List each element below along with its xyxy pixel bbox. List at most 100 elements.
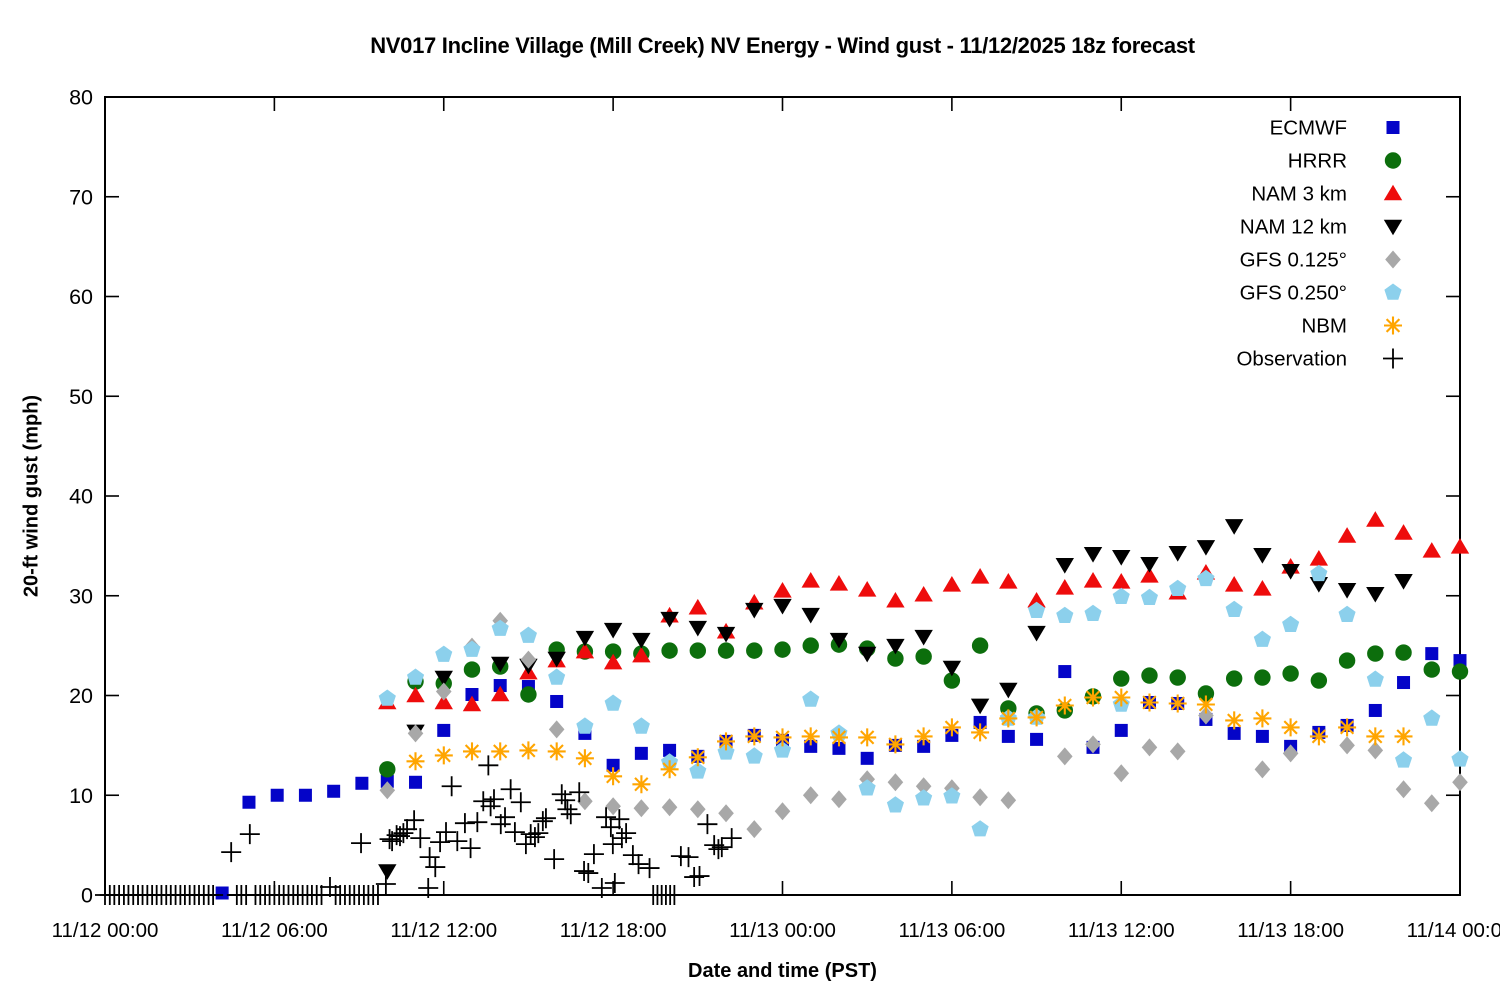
- data-point: [943, 787, 961, 804]
- data-point: [1056, 747, 1073, 766]
- data-point: [242, 795, 256, 809]
- data-point: [1423, 794, 1440, 813]
- nam-3-km-marker-icon: [1383, 184, 1403, 201]
- data-point: [591, 878, 612, 899]
- x-tick-label: 11/12 18:00: [560, 919, 667, 942]
- x-tick-label: 11/13 12:00: [1068, 919, 1175, 942]
- data-point: [404, 810, 425, 831]
- legend-item-nam-12-km: NAM 12 km: [1240, 216, 1403, 239]
- data-point: [215, 886, 229, 900]
- data-point: [578, 863, 599, 884]
- data-point: [407, 668, 425, 685]
- data-point: [773, 728, 792, 747]
- data-point: [1253, 630, 1271, 647]
- data-point: [1140, 557, 1159, 573]
- data-point: [887, 773, 904, 792]
- data-point: [1141, 667, 1158, 684]
- data-point: [569, 782, 590, 803]
- x-tick-label: 11/13 18:00: [1237, 919, 1344, 942]
- data-point: [1225, 670, 1243, 687]
- data-point: [973, 715, 987, 729]
- data-point: [689, 762, 707, 779]
- data-point: [632, 632, 651, 649]
- data-point: [379, 781, 396, 800]
- data-point: [510, 792, 531, 813]
- data-point: [1394, 573, 1413, 590]
- data-point: [604, 873, 625, 894]
- data-point: [410, 828, 431, 849]
- gfs-0-125-marker-icon: [1385, 250, 1401, 269]
- data-point: [1227, 726, 1241, 740]
- data-point: [746, 642, 763, 659]
- data-point: [697, 814, 718, 835]
- data-point: [804, 739, 818, 753]
- data-point: [544, 849, 565, 870]
- data-point: [857, 646, 877, 663]
- data-point: [915, 648, 932, 665]
- data-point: [1112, 572, 1131, 589]
- data-point: [520, 824, 541, 845]
- series-ecmwf: [215, 647, 1467, 900]
- data-point: [1225, 600, 1243, 617]
- data-point: [858, 728, 877, 747]
- data-point: [1368, 703, 1382, 717]
- data-point: [1225, 711, 1244, 730]
- x-tick-label: 11/14 00:00: [1407, 919, 1500, 942]
- series-gfs-0-125: [379, 611, 1468, 839]
- data-point: [914, 629, 933, 646]
- data-point: [1425, 647, 1439, 661]
- data-point: [434, 693, 453, 710]
- chart-title: NV017 Incline Village (Mill Creek) NV En…: [370, 33, 1195, 58]
- data-point: [576, 717, 594, 734]
- data-point: [1055, 578, 1074, 595]
- data-point: [434, 670, 453, 687]
- data-point: [942, 575, 962, 592]
- data-point: [524, 827, 545, 848]
- data-point: [519, 626, 537, 643]
- data-point: [1112, 550, 1131, 566]
- data-point: [914, 727, 933, 746]
- data-point: [943, 672, 961, 689]
- nam-12-km-marker-icon: [1383, 219, 1403, 236]
- legend-label: Observation: [1236, 348, 1347, 371]
- data-point: [1027, 625, 1046, 642]
- data-point: [1253, 709, 1272, 728]
- legend-label: GFS 0.250°: [1240, 282, 1347, 305]
- data-point: [419, 847, 440, 868]
- data-point: [1083, 547, 1103, 563]
- data-point: [661, 642, 678, 659]
- data-point: [886, 796, 904, 813]
- data-point: [942, 718, 961, 737]
- x-axis: 11/12 00:00 11/12 06:00 11/12 12:00 11/12 1…: [52, 97, 1500, 942]
- data-point: [1394, 524, 1413, 540]
- data-point: [1281, 718, 1300, 737]
- data-point: [493, 679, 507, 693]
- data-point: [1168, 546, 1187, 562]
- data-point: [1197, 569, 1215, 587]
- series-observation: [95, 755, 742, 905]
- data-point: [1168, 694, 1187, 713]
- data-point: [663, 743, 677, 757]
- y-tick-label: 40: [69, 485, 93, 509]
- legend-item-gfs-0-125: GFS 0.125°: [1240, 249, 1401, 272]
- legend-item-nbm: NBM: [1301, 315, 1402, 338]
- data-point: [1451, 663, 1469, 680]
- data-point: [745, 602, 764, 619]
- data-point: [604, 767, 623, 786]
- data-point: [859, 770, 875, 789]
- data-point: [547, 742, 566, 761]
- data-point: [434, 746, 453, 765]
- legend-label: NAM 12 km: [1240, 216, 1347, 239]
- data-point: [708, 839, 729, 860]
- data-point: [575, 642, 595, 659]
- data-point: [1338, 605, 1356, 622]
- data-point: [491, 685, 510, 702]
- data-point: [1113, 670, 1130, 687]
- data-point: [1140, 567, 1159, 583]
- data-point: [203, 885, 224, 905]
- data-point: [435, 645, 453, 662]
- x-tick-label: 11/12 00:00: [52, 919, 159, 942]
- data-point: [1281, 564, 1300, 580]
- data-point: [1140, 588, 1158, 605]
